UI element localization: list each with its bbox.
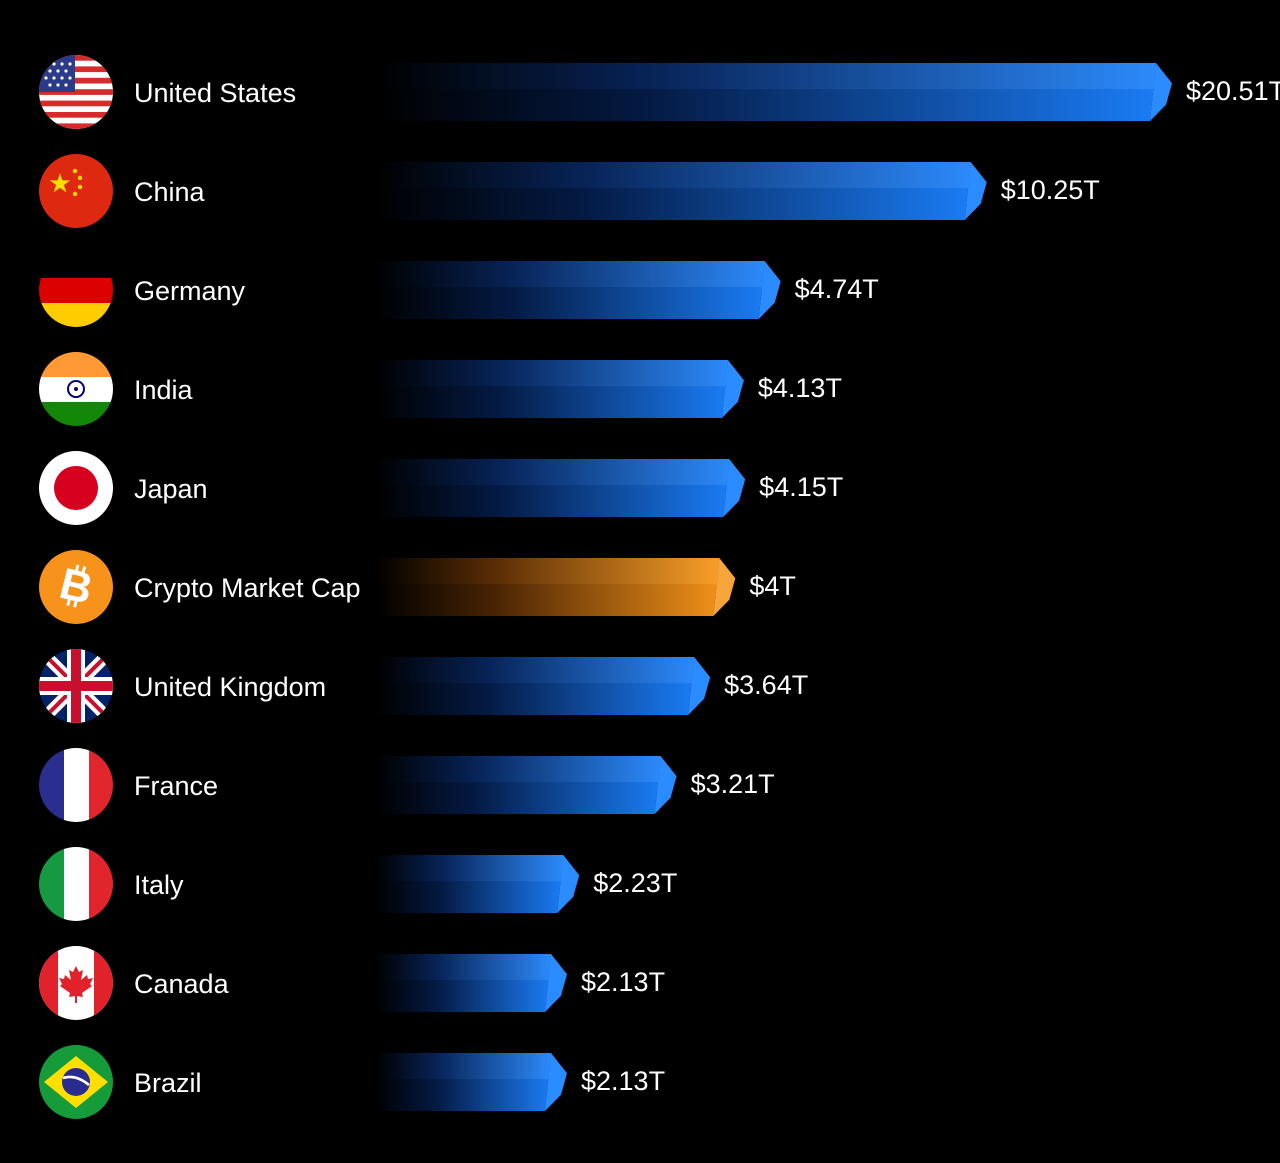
- bar-row: United Kingdom $3.64T: [39, 649, 808, 723]
- category-label: Italy: [134, 870, 184, 900]
- category-label: China: [134, 177, 206, 207]
- us-flag-icon: [39, 55, 113, 129]
- bar-tip: [1150, 63, 1172, 121]
- bar-top-face: [376, 162, 971, 189]
- category-label: Brazil: [134, 1068, 202, 1098]
- category-label: Crypto Market Cap: [134, 573, 361, 603]
- value-label: $4.74T: [795, 274, 879, 304]
- bar-top-face: [376, 954, 551, 981]
- value-label: $20.51T: [1186, 76, 1280, 106]
- bar-top-face: [376, 459, 730, 486]
- bar-tip: [545, 1053, 567, 1111]
- value-label: $2.23T: [593, 868, 677, 898]
- japan-flag-icon: [39, 451, 113, 525]
- value-label: $2.13T: [581, 967, 665, 997]
- bar-row: India $4.13T: [39, 352, 842, 427]
- germany-flag-icon: [39, 253, 113, 328]
- bar-top-face: [376, 63, 1156, 90]
- bar-row: Crypto Market Cap $4T: [39, 550, 796, 624]
- france-flag-icon: [39, 748, 114, 822]
- category-label: Canada: [134, 969, 230, 999]
- bar-tip: [758, 261, 781, 319]
- bar-row: Brazil $2.13T: [39, 1045, 665, 1119]
- category-label: United Kingdom: [134, 672, 326, 702]
- bar-tip: [545, 954, 567, 1012]
- bar-top-face: [376, 558, 720, 585]
- bar-top-face: [376, 261, 765, 288]
- value-label: $3.64T: [724, 670, 808, 700]
- bar-tip: [723, 459, 746, 517]
- category-label: Germany: [134, 276, 246, 306]
- bar-top-face: [376, 855, 564, 882]
- bar-row: France $3.21T: [39, 748, 775, 822]
- bar-top-face: [376, 1053, 551, 1080]
- category-label: India: [134, 375, 194, 405]
- bar-row: United States $20.51T: [39, 55, 1280, 129]
- china-flag-icon: [39, 154, 113, 228]
- bar-tip: [964, 162, 987, 220]
- value-label: $4.13T: [758, 373, 842, 403]
- bitcoin-icon: [39, 550, 113, 624]
- bar-row: Germany $4.74T: [39, 253, 879, 328]
- bar-tip: [688, 657, 711, 715]
- bar-tip: [654, 756, 677, 814]
- italy-flag-icon: [39, 847, 114, 921]
- bar-tip: [557, 855, 580, 913]
- bar-tip: [721, 360, 744, 418]
- category-label: France: [134, 771, 218, 801]
- bar-row: Canada $2.13T: [39, 946, 665, 1020]
- category-label: Japan: [134, 474, 208, 504]
- bar-top-face: [376, 756, 661, 783]
- value-label: $2.13T: [581, 1066, 665, 1096]
- bar-row: Italy $2.23T: [39, 847, 677, 921]
- bar-top-face: [376, 657, 695, 684]
- bar-row: Japan $4.15T: [39, 451, 843, 525]
- canada-flag-icon: [39, 946, 113, 1020]
- uk-flag-icon: [39, 649, 113, 723]
- bar-row: China $10.25T: [39, 154, 1100, 228]
- bar-top-face: [376, 360, 728, 387]
- value-label: $10.25T: [1001, 175, 1100, 205]
- value-label: $4T: [749, 571, 796, 601]
- brazil-flag-icon: [39, 1045, 113, 1119]
- value-label: $3.21T: [691, 769, 775, 799]
- value-label: $4.15T: [759, 472, 843, 502]
- category-label: United States: [134, 78, 296, 108]
- india-flag-icon: [39, 352, 113, 427]
- bar-tip: [713, 558, 736, 616]
